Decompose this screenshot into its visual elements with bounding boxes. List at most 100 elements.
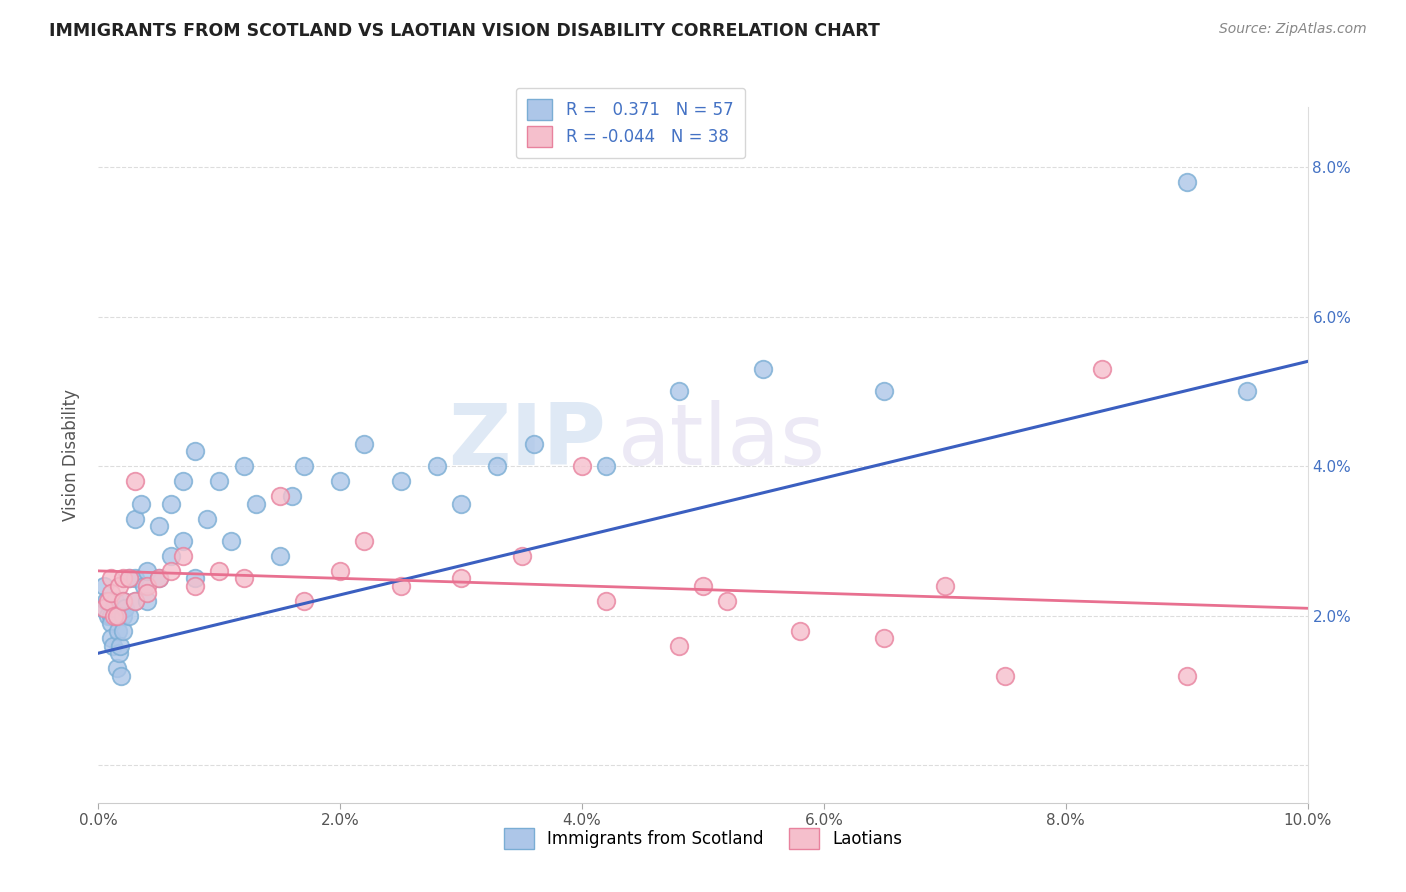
Point [105, 608, 128, 623]
Point [118, 608, 141, 623]
Point [104, 594, 127, 608]
Point [1175, 668, 1198, 682]
Point [103, 608, 125, 623]
Point [93, 601, 115, 615]
Point [426, 459, 449, 474]
Point [101, 639, 124, 653]
Point [281, 489, 304, 503]
Point [135, 579, 157, 593]
Point [91, 601, 114, 615]
Legend: Immigrants from Scotland, Laotians: Immigrants from Scotland, Laotians [495, 820, 911, 857]
Point [124, 474, 146, 488]
Point [353, 533, 375, 548]
Point [135, 564, 157, 578]
Point [105, 661, 128, 675]
Point [595, 594, 617, 608]
Point [523, 436, 546, 450]
Point [329, 474, 352, 488]
Point [129, 497, 152, 511]
Point [389, 579, 412, 593]
Point [124, 571, 146, 585]
Point [752, 362, 775, 376]
Text: Source: ZipAtlas.com: Source: ZipAtlas.com [1219, 22, 1367, 37]
Point [353, 436, 375, 450]
Point [111, 594, 134, 608]
Point [668, 384, 690, 399]
Point [184, 571, 207, 585]
Point [97, 608, 120, 623]
Point [107, 624, 129, 638]
Point [134, 579, 156, 593]
Point [450, 571, 472, 585]
Point [108, 646, 131, 660]
Point [124, 594, 146, 608]
Point [329, 564, 352, 578]
Point [1175, 175, 1198, 189]
Point [184, 579, 207, 593]
Point [692, 579, 714, 593]
Point [114, 601, 136, 615]
Point [111, 594, 134, 608]
Point [172, 533, 194, 548]
Point [184, 444, 207, 458]
Point [716, 594, 738, 608]
Point [100, 616, 122, 631]
Point [100, 571, 122, 585]
Point [118, 571, 141, 585]
Point [292, 459, 315, 474]
Point [118, 571, 141, 585]
Point [100, 631, 122, 645]
Point [571, 459, 593, 474]
Point [450, 497, 472, 511]
Point [124, 594, 146, 608]
Text: IMMIGRANTS FROM SCOTLAND VS LAOTIAN VISION DISABILITY CORRELATION CHART: IMMIGRANTS FROM SCOTLAND VS LAOTIAN VISI… [49, 22, 880, 40]
Point [668, 639, 690, 653]
Text: ZIP: ZIP [449, 400, 606, 483]
Point [111, 571, 134, 585]
Point [873, 384, 896, 399]
Point [208, 474, 231, 488]
Point [510, 549, 533, 563]
Point [160, 497, 183, 511]
Point [245, 497, 267, 511]
Point [108, 579, 131, 593]
Point [232, 571, 254, 585]
Point [93, 579, 115, 593]
Point [269, 489, 291, 503]
Point [94, 594, 117, 608]
Point [135, 586, 157, 600]
Point [110, 668, 132, 682]
Point [111, 608, 134, 623]
Point [292, 594, 315, 608]
Point [124, 511, 146, 525]
Point [172, 549, 194, 563]
Point [1236, 384, 1258, 399]
Point [873, 631, 896, 645]
Point [232, 459, 254, 474]
Point [269, 549, 291, 563]
Point [160, 549, 183, 563]
Point [148, 519, 170, 533]
Point [789, 624, 811, 638]
Point [135, 594, 157, 608]
Point [208, 564, 231, 578]
Point [100, 608, 122, 623]
Point [172, 474, 194, 488]
Point [389, 474, 412, 488]
Point [97, 594, 120, 608]
Text: atlas: atlas [619, 400, 827, 483]
Point [111, 624, 134, 638]
Point [108, 639, 131, 653]
Point [195, 511, 218, 525]
Point [103, 601, 125, 615]
Point [148, 571, 170, 585]
Point [934, 579, 956, 593]
Point [486, 459, 509, 474]
Point [221, 533, 243, 548]
Point [994, 668, 1017, 682]
Point [100, 586, 122, 600]
Y-axis label: Vision Disability: Vision Disability [62, 389, 80, 521]
Point [1091, 362, 1114, 376]
Point [160, 564, 183, 578]
Point [148, 571, 170, 585]
